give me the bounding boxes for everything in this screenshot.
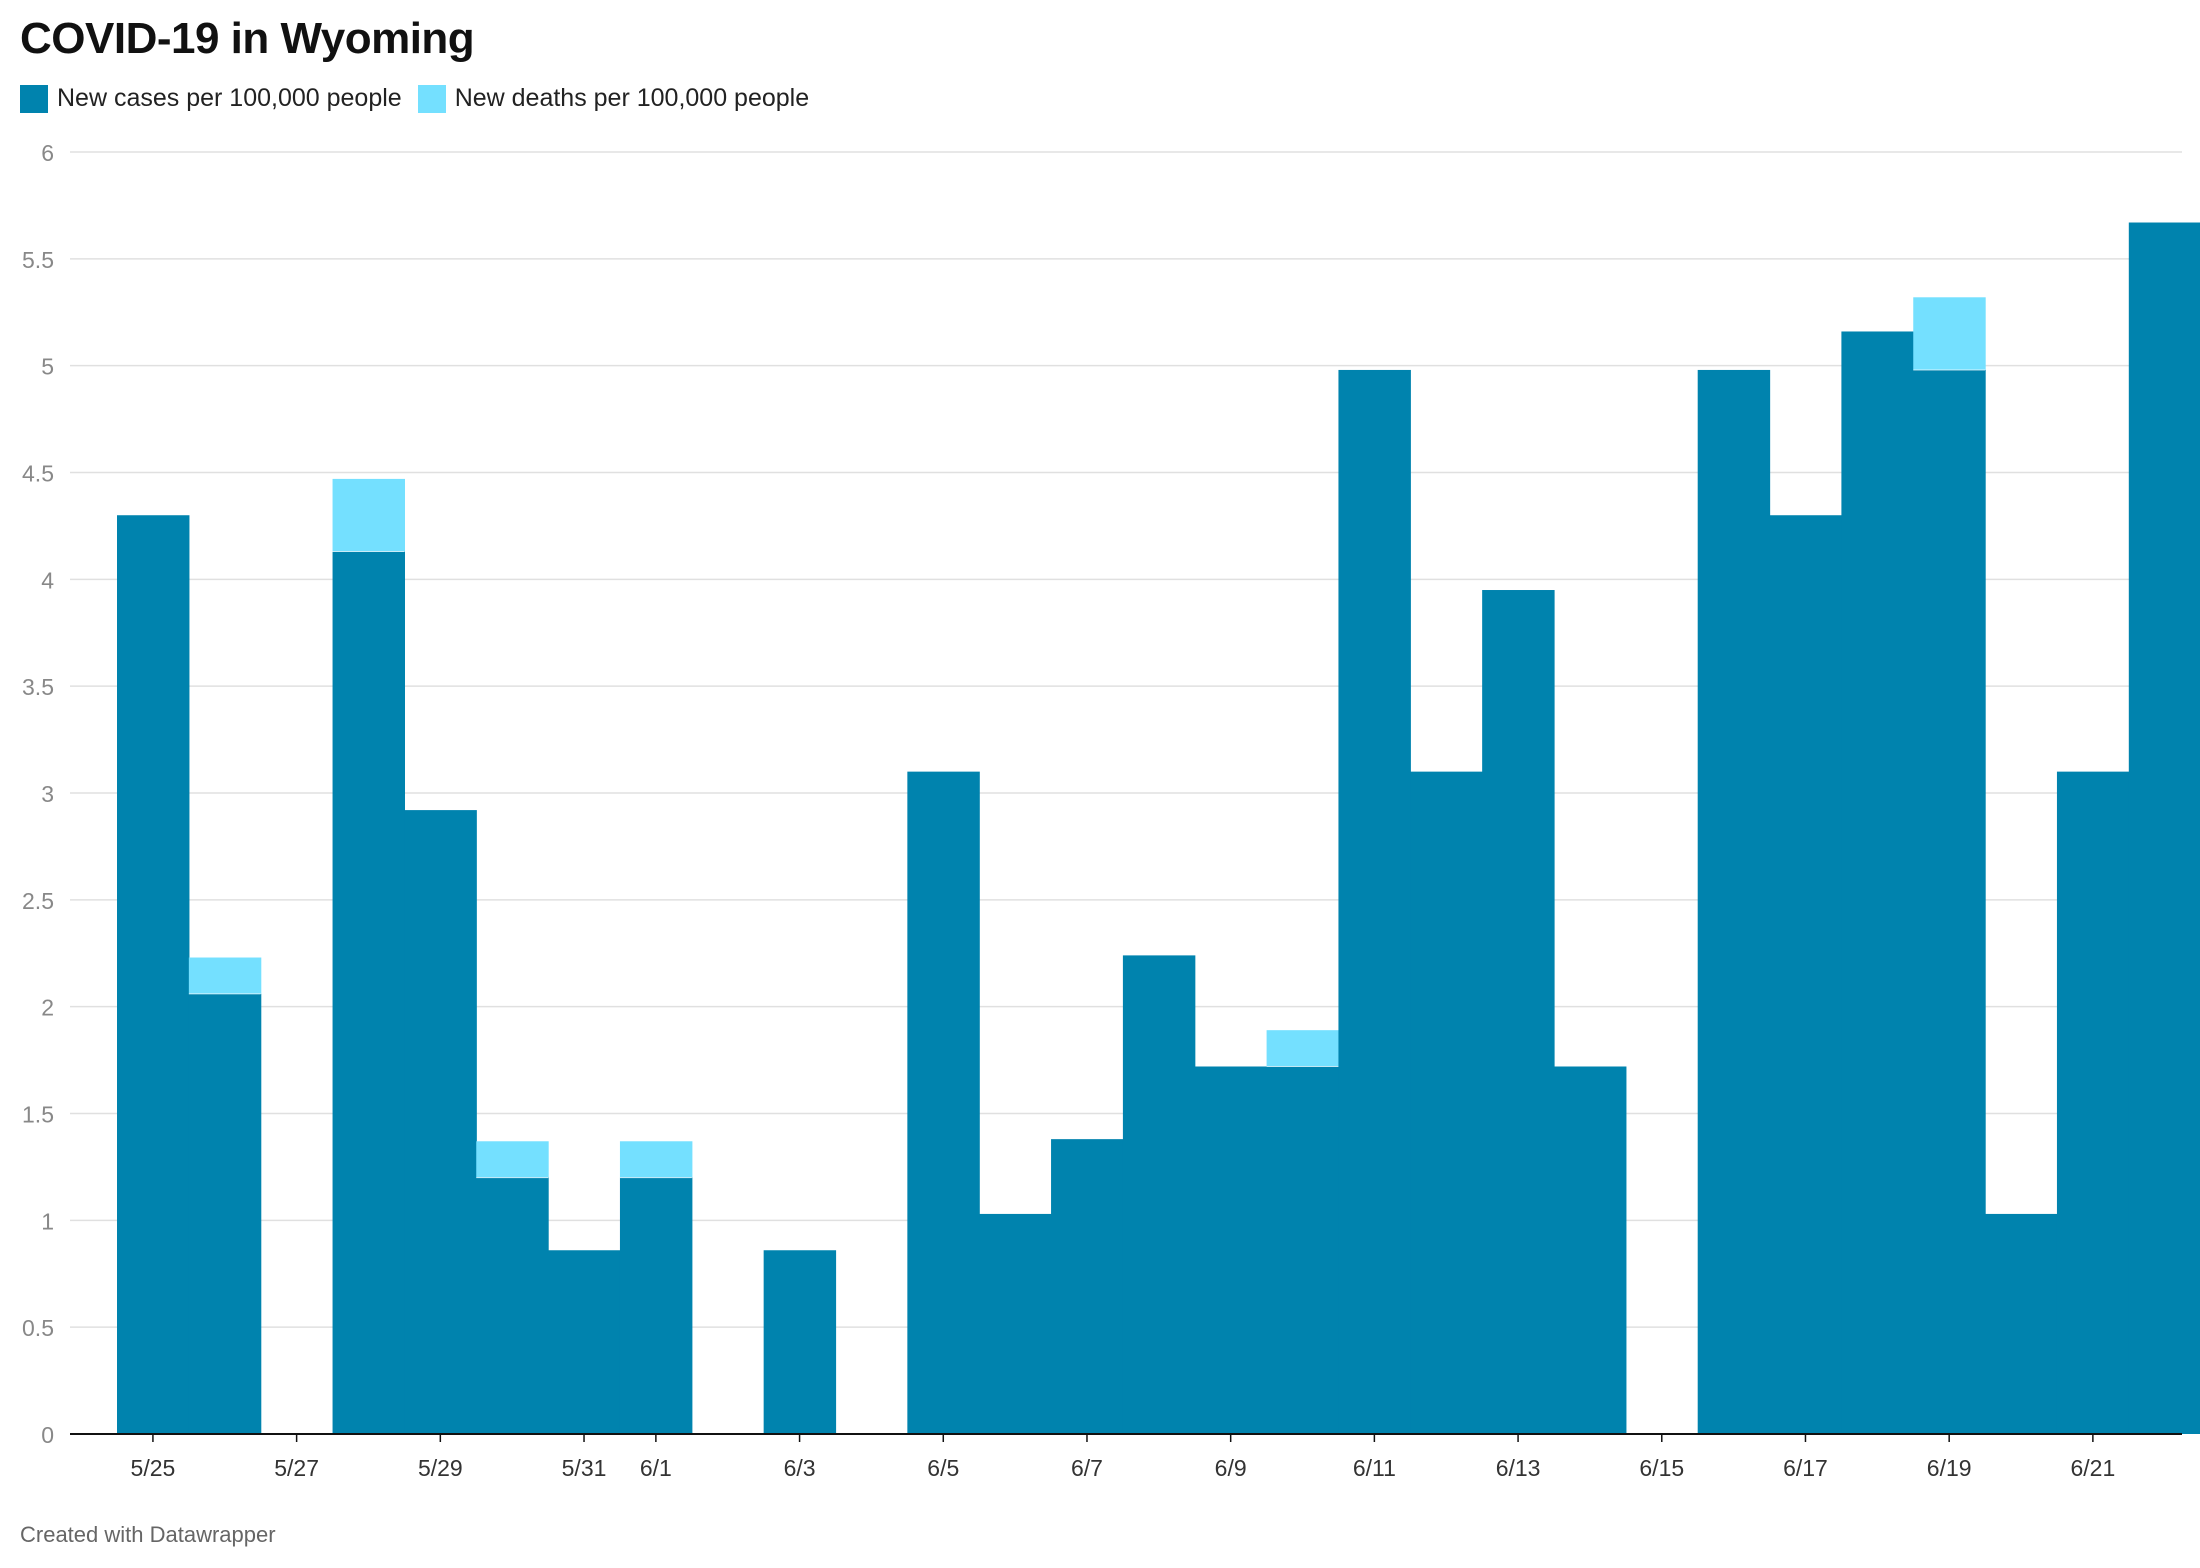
- credit-footer: Created with Datawrapper: [20, 1522, 276, 1547]
- y-tick-label: 5: [41, 354, 54, 380]
- bar-cases: [1410, 771, 1483, 1434]
- bar-cases: [1122, 955, 1196, 1434]
- y-tick-label: 2: [41, 995, 54, 1021]
- x-tick-label: 5/31: [562, 1455, 607, 1481]
- bar-cases: [548, 1250, 621, 1434]
- x-tick-label: 6/1: [640, 1455, 672, 1481]
- x-tick-label: 5/25: [131, 1455, 176, 1481]
- bar-cases: [1194, 1066, 1268, 1434]
- y-tick-label: 0.5: [22, 1315, 54, 1341]
- bar-cases: [1482, 590, 1555, 1434]
- legend-label-deaths: New deaths per 100,000 people: [454, 84, 810, 112]
- bar-cases: [404, 810, 477, 1434]
- x-tick-label: 6/3: [784, 1455, 816, 1481]
- x-tick-label: 5/29: [418, 1455, 463, 1481]
- bar-cases: [188, 993, 262, 1434]
- bar-cases: [763, 1250, 837, 1434]
- y-tick-label: 6: [41, 140, 54, 166]
- bar-cases: [2128, 222, 2200, 1434]
- y-tick-label: 1: [41, 1208, 54, 1234]
- bar-deaths: [476, 1141, 549, 1178]
- x-tick-label: 6/17: [1783, 1455, 1828, 1481]
- bar-cases: [476, 1177, 549, 1434]
- y-tick-label: 5.5: [22, 247, 54, 273]
- bar-cases: [1769, 515, 1842, 1434]
- bar-cases: [2056, 771, 2130, 1434]
- legend-item-deaths: New deaths per 100,000 people: [417, 84, 810, 113]
- y-tick-label: 3.5: [22, 674, 54, 700]
- y-tick-label: 3: [41, 781, 54, 807]
- x-tick-label: 6/9: [1215, 1455, 1247, 1481]
- x-tick-label: 6/11: [1353, 1455, 1396, 1481]
- bar-cases: [1338, 369, 1411, 1435]
- chart-title: COVID-19 in Wyoming: [20, 14, 475, 63]
- bar-cases: [619, 1177, 693, 1434]
- x-tick-label: 5/27: [274, 1455, 319, 1481]
- x-tick-label: 6/5: [927, 1455, 959, 1481]
- bar-cases: [1266, 1066, 1340, 1434]
- bar-cases: [117, 515, 190, 1434]
- bar-deaths: [1913, 297, 1986, 370]
- x-tick-label: 6/15: [1639, 1455, 1684, 1481]
- bar-deaths: [332, 478, 405, 552]
- bar-cases: [1697, 369, 1771, 1435]
- y-tick-label: 2.5: [22, 888, 54, 914]
- bar-deaths: [188, 957, 262, 994]
- bar-cases: [1051, 1139, 1124, 1434]
- bar-deaths: [619, 1141, 693, 1178]
- y-tick-label: 1.5: [22, 1102, 54, 1128]
- bar-deaths: [1266, 1030, 1340, 1067]
- x-tick-label: 6/7: [1071, 1455, 1103, 1481]
- legend-swatch-cases: [20, 84, 48, 113]
- bar-cases: [1913, 369, 1986, 1435]
- legend-item-cases: New cases per 100,000 people: [20, 84, 402, 113]
- x-tick-label: 6/13: [1496, 1455, 1541, 1481]
- bar-cases: [332, 551, 405, 1434]
- bar-cases: [1841, 331, 1914, 1435]
- x-tick-label: 6/21: [2070, 1455, 2115, 1481]
- bar-cases: [1985, 1213, 2058, 1434]
- bar-cases: [1554, 1066, 1627, 1434]
- legend-swatch-deaths: [417, 84, 446, 113]
- y-tick-label: 0: [41, 1422, 54, 1448]
- legend: New cases per 100,000 people New deaths …: [20, 84, 825, 113]
- bar-cases: [979, 1213, 1052, 1434]
- y-tick-label: 4.5: [22, 461, 54, 487]
- x-tick-label: 6/19: [1927, 1455, 1972, 1481]
- legend-label-cases: New cases per 100,000 people: [57, 84, 402, 112]
- y-tick-label: 4: [41, 567, 54, 593]
- bar-cases: [907, 771, 980, 1434]
